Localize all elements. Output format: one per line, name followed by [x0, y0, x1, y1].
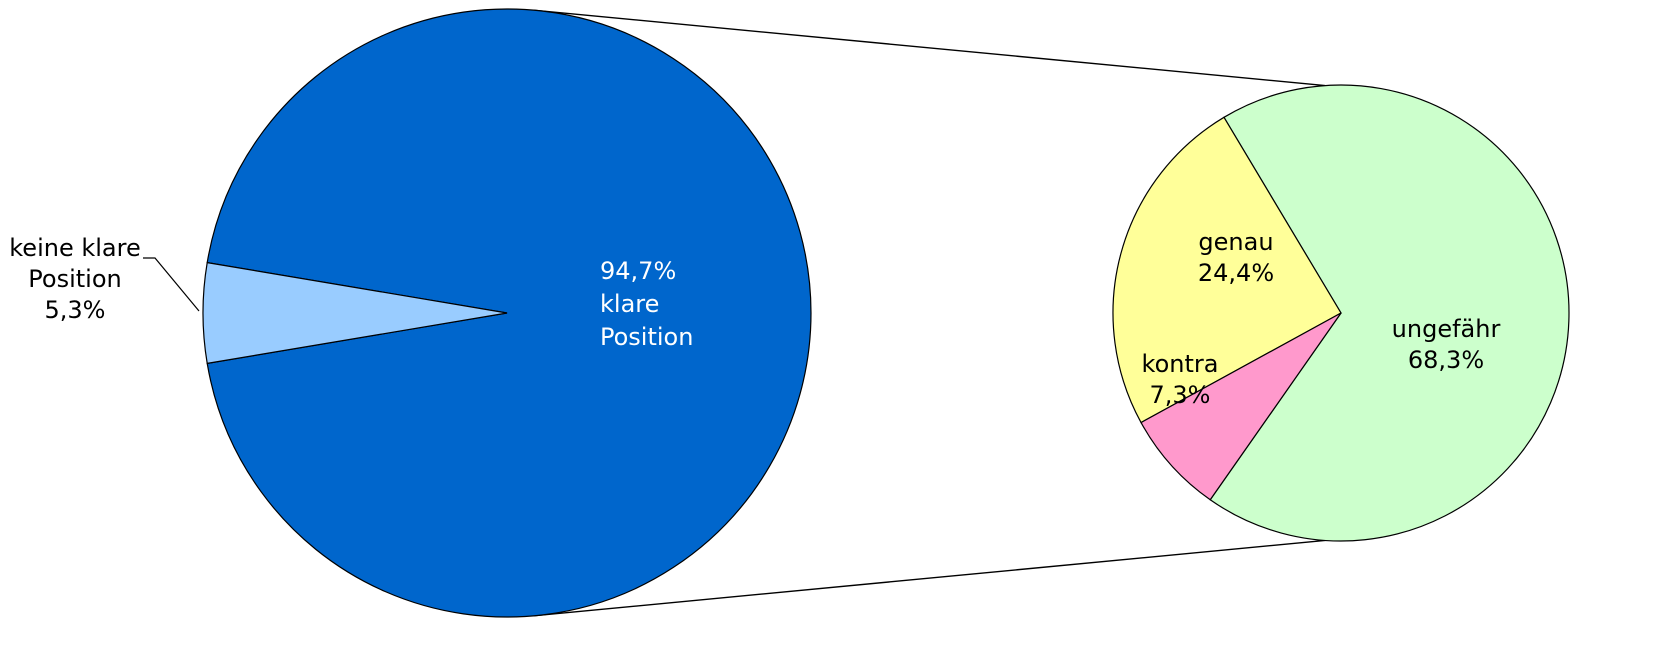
label-ungefaehr: ungefähr 68,3% — [1392, 315, 1501, 374]
label-ungefaehr-line: 68,3% — [1408, 346, 1484, 374]
label-klare-position-line: 94,7% — [600, 257, 676, 285]
label-klare-position-line: Position — [600, 323, 693, 351]
label-klare-position: 94,7% klare Position — [600, 257, 693, 351]
label-genau-line: genau — [1198, 228, 1273, 256]
label-keine-klare-position-line: keine klare — [9, 234, 140, 262]
label-kontra-line: 7,3% — [1150, 381, 1211, 409]
label-genau: genau 24,4% — [1198, 228, 1274, 287]
slice-keine-klare-position — [202, 261, 508, 365]
label-genau-line: 24,4% — [1198, 259, 1274, 287]
label-keine-klare-position-line: 5,3% — [45, 296, 106, 324]
slice-klare-position — [206, 8, 812, 618]
label-ungefaehr-line: ungefähr — [1392, 315, 1501, 343]
main-pie — [202, 8, 812, 618]
label-keine-klare-position-line: Position — [28, 265, 121, 293]
connector-line-bottom — [533, 539, 1326, 617]
connector-line-top — [533, 9, 1326, 87]
label-klare-position-line: klare — [600, 290, 659, 318]
slice-kontra — [1140, 312, 1342, 501]
connector-lines — [533, 9, 1326, 617]
slice-labels: 94,7% klare Position keine klare Position 5,3… — [9, 228, 1500, 409]
label-kontra: kontra 7,3% — [1142, 350, 1219, 409]
sub-pie — [1112, 84, 1570, 542]
label-kontra-line: kontra — [1142, 350, 1219, 378]
slice-ungefaehr — [1209, 84, 1570, 542]
slice-genau — [1112, 116, 1342, 424]
label-keine-klare-position: keine klare Position 5,3% — [9, 234, 140, 324]
leader-line-keine-klare — [143, 257, 200, 312]
